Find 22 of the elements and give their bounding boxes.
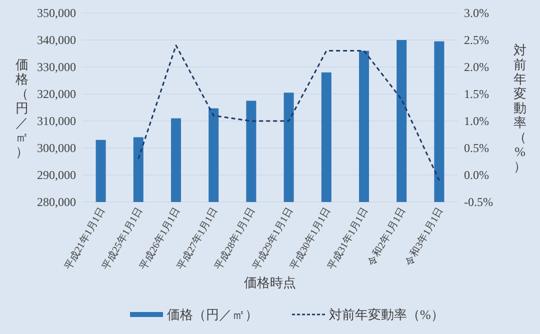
legend-label: 価格（円／㎡） bbox=[167, 307, 258, 322]
y2-tick-label: 0.0% bbox=[464, 168, 489, 182]
y-tick-label: 280,000 bbox=[37, 195, 76, 209]
y2-axis-title: 対前年変動率（%） bbox=[514, 42, 526, 174]
y-tick-label: 340,000 bbox=[37, 33, 76, 47]
y2-tick-label: 1.0% bbox=[464, 114, 489, 128]
y-tick-label: 300,000 bbox=[37, 141, 76, 155]
y2-tick-label: -0.5% bbox=[464, 195, 493, 209]
line-series bbox=[138, 44, 440, 182]
legend-label: 対前年変動率（%） bbox=[329, 307, 444, 322]
y-tick-label: 310,000 bbox=[37, 114, 76, 128]
y-tick-label: 350,000 bbox=[37, 6, 76, 20]
y2-tick-label: 1.5% bbox=[464, 87, 489, 101]
y2-tick-label: 0.5% bbox=[464, 141, 489, 155]
y2-tick-label: 3.0% bbox=[464, 6, 489, 20]
y2-tick-label: 2.5% bbox=[464, 33, 489, 47]
y-tick-label: 320,000 bbox=[37, 87, 76, 101]
y-tick-label: 290,000 bbox=[37, 168, 76, 182]
y-tick-label: 330,000 bbox=[37, 60, 76, 74]
y2-tick-label: 2.0% bbox=[464, 60, 489, 74]
x-axis-title: 価格時点 bbox=[244, 275, 296, 290]
y-axis-title: 価格（円／㎡） bbox=[16, 57, 28, 159]
